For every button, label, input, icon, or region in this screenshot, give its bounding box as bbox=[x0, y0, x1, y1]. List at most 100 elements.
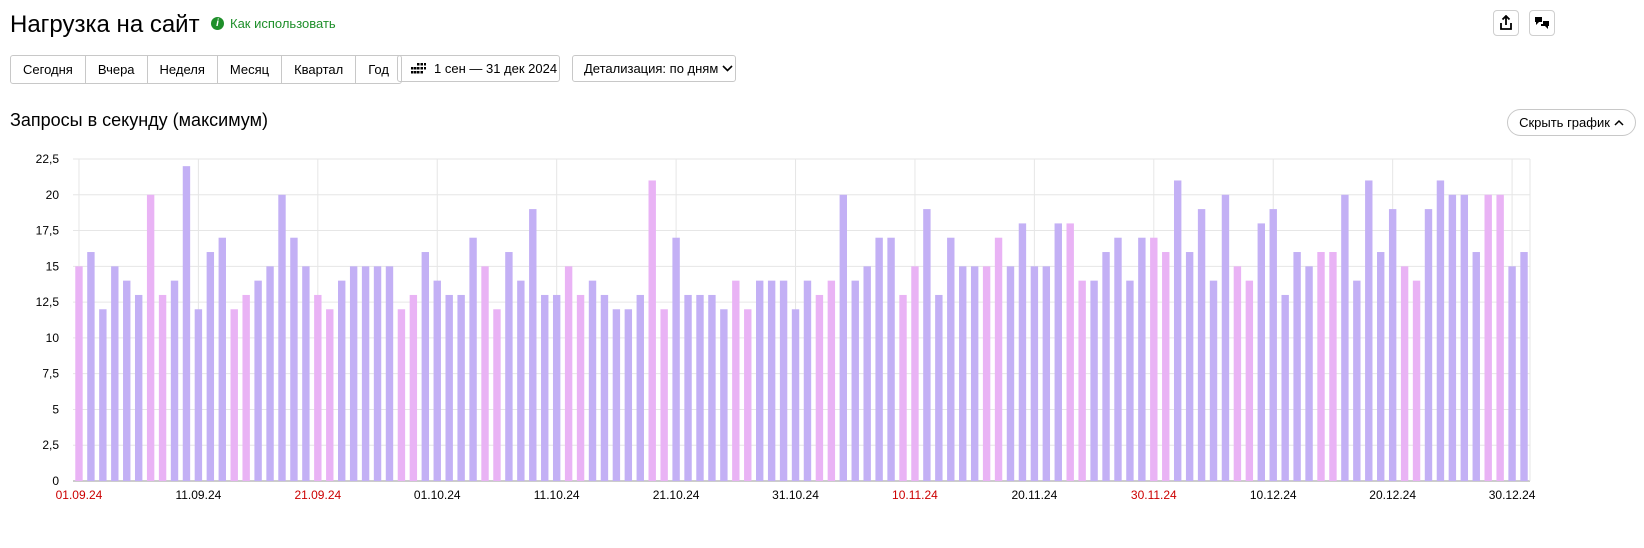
bar[interactable] bbox=[278, 194, 286, 481]
bar[interactable] bbox=[529, 209, 537, 481]
bar[interactable] bbox=[1150, 237, 1158, 481]
bar[interactable] bbox=[361, 266, 370, 481]
bar[interactable] bbox=[541, 294, 549, 481]
bar[interactable] bbox=[660, 309, 668, 481]
bar[interactable] bbox=[1484, 194, 1492, 481]
bar[interactable] bbox=[1496, 194, 1504, 481]
bar[interactable] bbox=[755, 280, 764, 481]
bar[interactable] bbox=[1448, 194, 1457, 481]
bar[interactable] bbox=[887, 237, 895, 481]
bar[interactable] bbox=[708, 294, 716, 481]
bar[interactable] bbox=[254, 280, 262, 481]
bar[interactable] bbox=[1400, 266, 1409, 481]
bar[interactable] bbox=[1377, 252, 1385, 481]
bar[interactable] bbox=[146, 194, 155, 481]
bar[interactable] bbox=[445, 294, 453, 481]
bar[interactable] bbox=[421, 252, 430, 481]
detail-dropdown[interactable]: Детализация: по дням bbox=[572, 55, 736, 82]
bar[interactable] bbox=[982, 266, 991, 481]
bar[interactable] bbox=[851, 280, 859, 481]
bar[interactable] bbox=[612, 309, 621, 481]
bar[interactable] bbox=[1269, 209, 1277, 481]
bar[interactable] bbox=[206, 252, 215, 481]
feedback-button[interactable] bbox=[1529, 10, 1555, 36]
period-today-button[interactable]: Сегодня bbox=[11, 56, 86, 83]
bar[interactable] bbox=[1341, 194, 1349, 481]
bar[interactable] bbox=[1305, 266, 1313, 481]
bar[interactable] bbox=[1353, 280, 1361, 481]
bar[interactable] bbox=[505, 252, 513, 481]
bar[interactable] bbox=[1030, 266, 1039, 481]
bar[interactable] bbox=[1162, 252, 1170, 481]
bar[interactable] bbox=[87, 252, 95, 481]
bar[interactable] bbox=[994, 237, 1003, 481]
bar[interactable] bbox=[266, 266, 274, 481]
bar[interactable] bbox=[1245, 280, 1254, 481]
bar[interactable] bbox=[1090, 280, 1098, 481]
bar[interactable] bbox=[1102, 252, 1110, 481]
bar[interactable] bbox=[684, 294, 692, 481]
bar[interactable] bbox=[230, 309, 238, 481]
bar[interactable] bbox=[1365, 180, 1373, 481]
help-link[interactable]: i Как использовать bbox=[211, 16, 336, 31]
bar[interactable] bbox=[385, 266, 394, 481]
bar[interactable] bbox=[923, 209, 931, 481]
bar[interactable] bbox=[1520, 252, 1528, 481]
bar[interactable] bbox=[1460, 194, 1469, 481]
bar[interactable] bbox=[1233, 266, 1242, 481]
bar[interactable] bbox=[1281, 294, 1289, 481]
bar[interactable] bbox=[457, 294, 465, 481]
bar[interactable] bbox=[517, 280, 525, 481]
bar[interactable] bbox=[134, 294, 143, 481]
bar[interactable] bbox=[624, 309, 633, 481]
bar[interactable] bbox=[863, 266, 871, 481]
bar[interactable] bbox=[720, 309, 728, 481]
bar[interactable] bbox=[1197, 209, 1206, 481]
bar[interactable] bbox=[1066, 223, 1074, 481]
bar[interactable] bbox=[302, 266, 310, 481]
bar[interactable] bbox=[373, 266, 382, 481]
bar[interactable] bbox=[481, 266, 489, 481]
bar[interactable] bbox=[791, 309, 800, 481]
period-quarter-button[interactable]: Квартал bbox=[282, 56, 357, 83]
bar[interactable] bbox=[839, 194, 848, 481]
bar[interactable] bbox=[1412, 280, 1421, 481]
bar[interactable] bbox=[349, 266, 358, 481]
bar[interactable] bbox=[1221, 194, 1230, 481]
bar[interactable] bbox=[290, 237, 298, 481]
bar[interactable] bbox=[600, 294, 609, 481]
bar[interactable] bbox=[744, 309, 752, 481]
bar[interactable] bbox=[1126, 280, 1134, 481]
bar[interactable] bbox=[1114, 237, 1122, 481]
bar[interactable] bbox=[1078, 280, 1086, 481]
bar[interactable] bbox=[732, 280, 740, 481]
bar[interactable] bbox=[1472, 252, 1480, 481]
bar[interactable] bbox=[182, 166, 191, 481]
bar[interactable] bbox=[552, 294, 561, 481]
bar[interactable] bbox=[1257, 223, 1265, 481]
bar[interactable] bbox=[875, 237, 883, 481]
bar[interactable] bbox=[170, 280, 179, 481]
bar[interactable] bbox=[1436, 180, 1445, 481]
bar[interactable] bbox=[1293, 252, 1301, 481]
bar[interactable] bbox=[1329, 252, 1337, 481]
bar[interactable] bbox=[75, 266, 83, 481]
bar[interactable] bbox=[1018, 223, 1027, 481]
bar[interactable] bbox=[469, 237, 477, 481]
share-button[interactable] bbox=[1493, 10, 1519, 36]
bar[interactable] bbox=[779, 280, 788, 481]
bar[interactable] bbox=[123, 280, 131, 481]
bar[interactable] bbox=[158, 294, 167, 481]
bar[interactable] bbox=[636, 294, 644, 481]
period-week-button[interactable]: Неделя bbox=[148, 56, 218, 83]
bar[interactable] bbox=[911, 266, 919, 481]
bar[interactable] bbox=[338, 280, 346, 481]
bar[interactable] bbox=[815, 294, 824, 481]
hide-chart-button[interactable]: Скрыть график bbox=[1507, 109, 1636, 136]
bar[interactable] bbox=[648, 180, 656, 481]
bar[interactable] bbox=[564, 266, 573, 481]
bar[interactable] bbox=[970, 266, 979, 481]
bar[interactable] bbox=[947, 237, 955, 481]
bar[interactable] bbox=[218, 237, 226, 481]
bar[interactable] bbox=[1173, 180, 1182, 481]
